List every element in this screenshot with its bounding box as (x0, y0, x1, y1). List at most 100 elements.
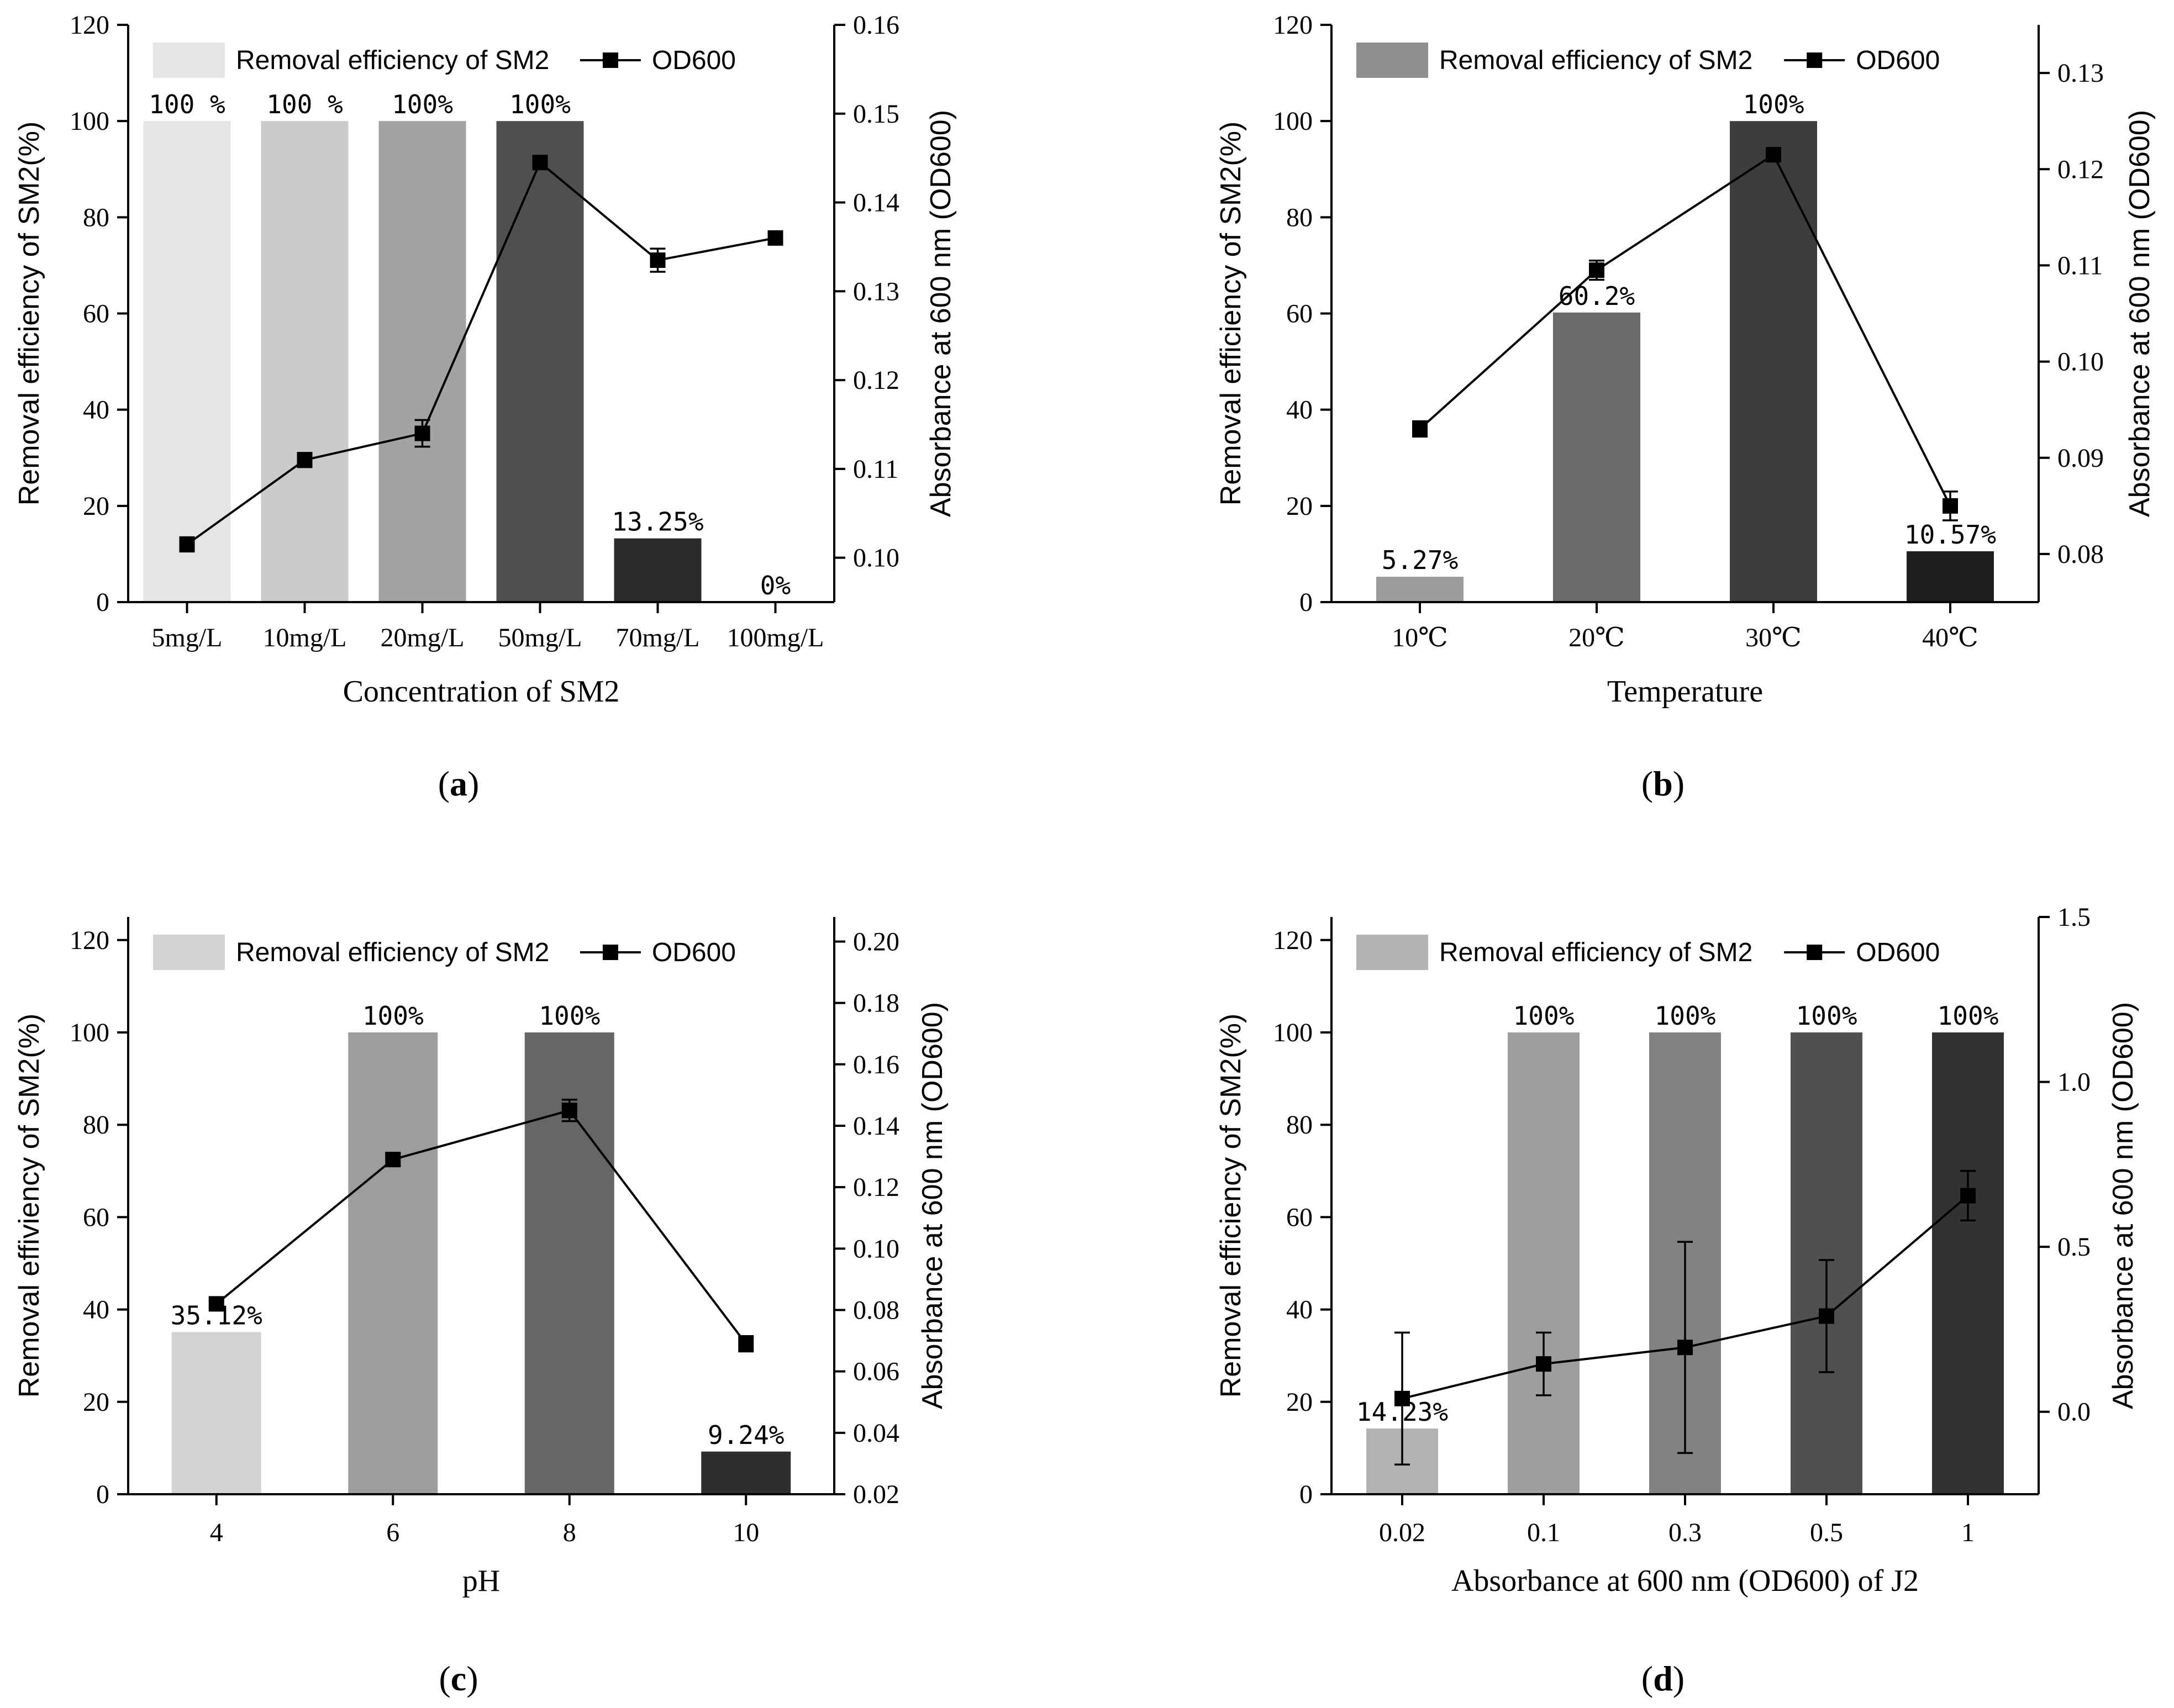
bar-20℃ (1553, 312, 1640, 602)
caption-close: ) (467, 764, 479, 803)
y-tick-label: 100 (1273, 107, 1313, 136)
x-axis-title: Concentration of SM2 (343, 674, 620, 709)
bar-value-label: 0% (760, 571, 791, 600)
y2-tick-label: 0.12 (853, 1173, 899, 1202)
y2-axis-title: Absorbance at 600 nm (OD600) (917, 1002, 949, 1409)
y2-tick-label: 0.16 (853, 1050, 899, 1079)
od600-point (1589, 262, 1604, 278)
legend-swatch-removal (153, 935, 225, 970)
legend-swatch-removal (1356, 935, 1428, 970)
bar-value-label: 100% (1938, 1001, 1999, 1031)
y2-tick-label: 0.14 (853, 188, 899, 218)
y2-tick-label: 0.14 (853, 1111, 899, 1141)
y-tick-label: 100 (1273, 1018, 1313, 1047)
x-tick-label: 30℃ (1745, 623, 1802, 652)
y-tick-label: 20 (1286, 1388, 1313, 1417)
y2-tick-label: 0.02 (853, 1480, 899, 1509)
od600-point (1960, 1188, 1976, 1204)
caption-open: ( (439, 1659, 450, 1698)
y-tick-label: 0 (1299, 1480, 1313, 1509)
y-tick-label: 120 (70, 10, 109, 40)
caption-letter: b (1653, 764, 1673, 803)
y2-tick-label: 0.13 (2057, 59, 2104, 88)
y2-tick-label: 0.11 (2057, 251, 2103, 280)
y-tick-label: 100 (70, 1018, 109, 1047)
caption-close: ) (1673, 1659, 1685, 1698)
caption-close: ) (466, 1659, 478, 1698)
legend-marker-od600 (1807, 52, 1823, 68)
x-tick-label: 6 (386, 1518, 399, 1547)
x-tick-label: 20℃ (1568, 623, 1625, 652)
bar-value-label: 100% (539, 1001, 600, 1031)
x-axis-title: pH (462, 1564, 500, 1598)
bar-4 (171, 1332, 261, 1494)
x-tick-label: 0.1 (1527, 1518, 1560, 1547)
bar-value-label: 10.57% (1904, 520, 1996, 550)
od600-series-line (1419, 153, 1951, 507)
x-axis-title: Absorbance at 600 nm (OD600) of J2 (1451, 1564, 1919, 1598)
y2-axis-title: Absorbance at 600 nm (OD600) (2107, 1002, 2139, 1409)
caption-close: ) (1673, 764, 1685, 803)
y2-tick-label: 0.0 (2057, 1398, 2091, 1427)
y2-tick-label: 0.5 (2057, 1232, 2091, 1262)
y-tick-label: 60 (83, 1203, 109, 1232)
y-tick-label: 80 (83, 203, 109, 232)
caption-letter: a (450, 764, 467, 803)
y2-tick-label: 1.0 (2057, 1068, 2091, 1097)
y-tick-label: 0 (1299, 588, 1313, 617)
bar-1 (1932, 1032, 2004, 1494)
y-axis-title: Removal efficiency of SM2(%) (1215, 1014, 1247, 1398)
y-axis-title: Removal effiviency of SM2(%) (13, 1014, 45, 1398)
bar-value-label: 100% (1743, 89, 1804, 119)
od600-point (297, 452, 313, 468)
caption-letter: d (1653, 1659, 1673, 1698)
legend-label-removal: Removal efficiency of SM2 (236, 938, 549, 967)
y2-axis-title: Absorbance at 600 nm (OD600) (2124, 110, 2156, 517)
bar-value-label: 100 % (149, 89, 225, 119)
legend-label-od600: OD600 (1856, 46, 1940, 75)
od600-point (1412, 421, 1428, 437)
y-tick-label: 20 (83, 492, 109, 521)
legend-marker-od600 (602, 945, 618, 960)
bar-value-label: 100% (362, 1001, 424, 1031)
y-tick-label: 60 (83, 299, 109, 329)
od600-series-line (186, 160, 776, 546)
bar-value-label: 100% (509, 89, 571, 119)
y-tick-label: 20 (83, 1388, 109, 1417)
bar-value-label: 100% (392, 89, 453, 119)
y-tick-label: 80 (83, 1110, 109, 1140)
od600-point (650, 252, 666, 268)
bar-70mg/L (614, 538, 702, 602)
x-tick-label: 1 (1961, 1518, 1975, 1547)
y-tick-label: 120 (1273, 926, 1313, 955)
bar-value-label: 100 % (266, 89, 343, 119)
legend-label-removal: Removal efficiency of SM2 (1439, 938, 1752, 967)
od600-point (1943, 498, 1958, 514)
panel-b: 5.27% 60.2% 100% 10.57% 0 20 40 60 80 100 120 0.08 0… (1215, 10, 2156, 803)
bar-20mg/L (378, 121, 466, 602)
bar-value-label: 5.27% (1382, 545, 1458, 575)
bar-value-label: 100% (1655, 1001, 1716, 1031)
panel-caption: (d) (1641, 1659, 1685, 1698)
x-tick-label: 5mg/L (152, 623, 223, 652)
y-axis-title: Removal efficiency of SM2(%) (1215, 122, 1247, 506)
y2-tick-label: 0.04 (853, 1419, 899, 1448)
bar-5mg/L (143, 121, 231, 602)
caption-open: ( (438, 764, 450, 803)
y2-tick-label: 0.11 (853, 455, 898, 484)
legend-label-removal: Removal efficiency of SM2 (236, 46, 549, 75)
bar-30℃ (1730, 121, 1817, 602)
bar-value-label: 60.2% (1559, 281, 1635, 311)
y2-tick-label: 1.5 (2057, 903, 2091, 932)
legend-swatch-removal (153, 43, 225, 78)
bar-50mg/L (496, 121, 584, 602)
y-tick-label: 60 (1286, 1203, 1313, 1232)
y2-axis-title: Absorbance at 600 nm (OD600) (925, 110, 957, 517)
bar-10mg/L (261, 121, 349, 602)
bar-40℃ (1907, 551, 1994, 602)
x-tick-label: 0.3 (1668, 1518, 1702, 1547)
bar-0.1 (1508, 1032, 1580, 1494)
y2-tick-label: 0.08 (853, 1295, 899, 1325)
bar-10 (701, 1451, 791, 1494)
